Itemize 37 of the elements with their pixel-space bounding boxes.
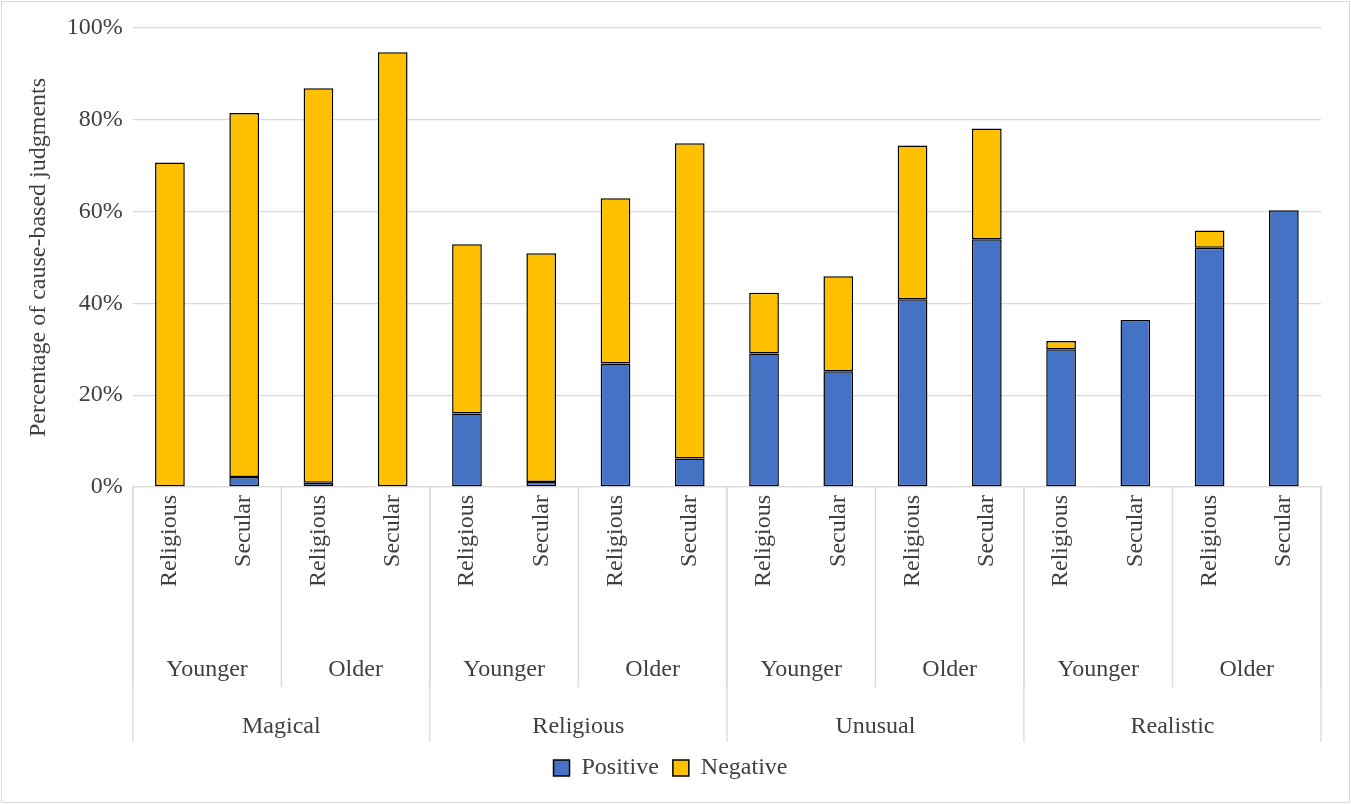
legend-label: Positive [581,753,659,780]
x-tick-label: Secular [823,495,850,567]
x-tick-label: Religious [749,495,776,588]
x-tick-label: Religious [897,495,924,588]
y-tick-label: 20% [78,380,123,407]
text: Older [1219,655,1275,682]
x-tick-label: Secular [972,495,999,567]
x-tick-label: Secular [526,495,553,567]
x-tick-label: Secular [378,495,405,567]
text: Younger [1057,655,1139,682]
x-tick-label: Religious [452,495,479,588]
text: Older [328,655,383,682]
x-tick-label: Secular [675,495,702,567]
y-tick-label: 60% [78,196,123,223]
text: Religious [532,712,625,739]
x-tick-label: Religious [155,495,182,588]
x-tick-label: Religious [600,495,627,588]
x-tick-label: Religious [303,495,330,588]
text: Younger [760,655,842,682]
x-tick-label: Secular [229,495,256,567]
x-tick-label: Religious [1194,495,1221,588]
x-tick-label: Secular [1120,495,1147,567]
y-tick-label: 0% [90,472,123,499]
y-axis-title: Percentage of cause-based judgments [23,77,50,438]
text: Realistic [1130,712,1215,739]
text: Unusual [835,712,916,739]
text: Younger [166,655,248,682]
text: Younger [463,655,545,682]
x-tick-label: Religious [1046,495,1073,588]
y-tick-label: 100% [66,13,123,40]
text: Older [625,655,680,682]
y-tick-label: 40% [78,288,123,315]
legend-label: Negative [700,753,788,780]
y-tick-label: 80% [78,105,123,132]
x-tick-label: Secular [1269,495,1296,567]
text: Older [922,655,978,682]
text: Magical [242,712,321,739]
